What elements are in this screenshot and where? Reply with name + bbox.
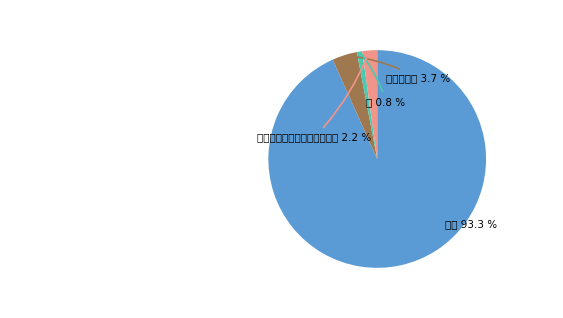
Wedge shape bbox=[333, 52, 377, 159]
Wedge shape bbox=[269, 50, 486, 268]
Text: 能 0.8 %: 能 0.8 % bbox=[361, 54, 405, 107]
Wedge shape bbox=[357, 51, 377, 159]
Wedge shape bbox=[362, 50, 377, 159]
Text: 不能 93.3 %: 不能 93.3 % bbox=[402, 219, 497, 264]
Text: 我也不清楚 3.7 %: 我也不清楚 3.7 % bbox=[347, 55, 450, 83]
Text: 能原谅一次，但绝不能再发生 2.2 %: 能原谅一次，但绝不能再发生 2.2 % bbox=[257, 53, 372, 142]
